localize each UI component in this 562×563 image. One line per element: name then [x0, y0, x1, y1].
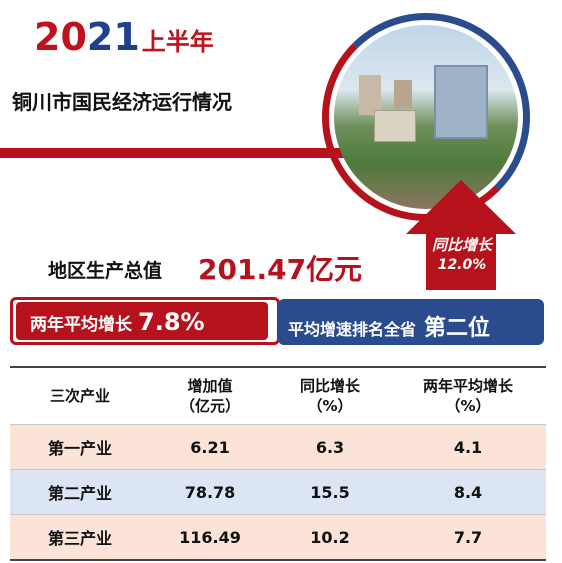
- industry-name: 第一产业: [47, 439, 112, 458]
- table-row: 第三产业 116.49 10.2 7.7: [10, 514, 546, 561]
- photo-building: [434, 65, 488, 139]
- ranking-value: 第二位: [424, 316, 491, 341]
- photo-building: [394, 80, 412, 108]
- growth-arrow-shaft: [426, 232, 496, 290]
- table-header-row: 三次产业 增加值 （亿元） 同比增长 （%） 两年平均增长 （%）: [10, 366, 546, 424]
- header-two-year: 两年平均增长 （%）: [422, 376, 513, 415]
- photo-building: [359, 75, 381, 115]
- avg-growth-pill-fill: [16, 302, 268, 340]
- ranking-label: 平均增速排名全省: [288, 320, 417, 339]
- avg-growth-label: 两年平均增长: [30, 315, 132, 335]
- table-row: 第一产业 6.21 6.3 4.1: [10, 424, 546, 469]
- growth-value: 12.0%: [437, 256, 487, 273]
- avg-growth-text: 两年平均增长 7.8%: [30, 308, 205, 336]
- yoy-growth: 6.3: [315, 437, 345, 457]
- header-divider: [0, 148, 350, 158]
- added-value: 116.49: [179, 527, 241, 547]
- growth-arrow-label: 同比增长 12.0%: [414, 236, 510, 274]
- page-subtitle: 铜川市国民经济运行情况: [12, 90, 232, 114]
- year-suffix: 21: [86, 15, 140, 59]
- added-value: 6.21: [190, 437, 230, 457]
- avg-growth-value: 7.8%: [138, 308, 205, 336]
- half-year-label: 上半年: [141, 28, 214, 56]
- yoy-growth: 15.5: [310, 482, 350, 502]
- header-yoy: 同比增长 （%）: [299, 376, 360, 415]
- year-title: 2021上半年: [34, 18, 214, 56]
- two-year-growth: 7.7: [453, 527, 483, 547]
- ranking-pill: [278, 299, 544, 345]
- gdp-value: 201.47亿元: [198, 253, 363, 286]
- photo-building: [374, 110, 416, 142]
- header-value: 增加值 （亿元）: [179, 376, 240, 415]
- table-row: 第二产业 78.78 15.5 8.4: [10, 469, 546, 514]
- two-year-growth: 8.4: [453, 482, 483, 502]
- ranking-text: 平均增速排名全省 第二位: [288, 310, 490, 342]
- gdp-label: 地区生产总值: [48, 260, 163, 282]
- industry-name: 第二产业: [47, 484, 112, 503]
- header-industry: 三次产业: [49, 386, 110, 405]
- industry-name: 第三产业: [47, 529, 112, 548]
- two-year-growth: 4.1: [453, 437, 483, 457]
- added-value: 78.78: [184, 482, 236, 502]
- growth-label: 同比增长: [431, 236, 492, 254]
- growth-arrow-head: [406, 180, 516, 234]
- year-prefix: 20: [34, 15, 87, 59]
- city-photo: [334, 25, 518, 209]
- yoy-growth: 10.2: [310, 527, 350, 547]
- industry-table: 三次产业 增加值 （亿元） 同比增长 （%） 两年平均增长 （%） 第一产业 6.21…: [10, 366, 546, 561]
